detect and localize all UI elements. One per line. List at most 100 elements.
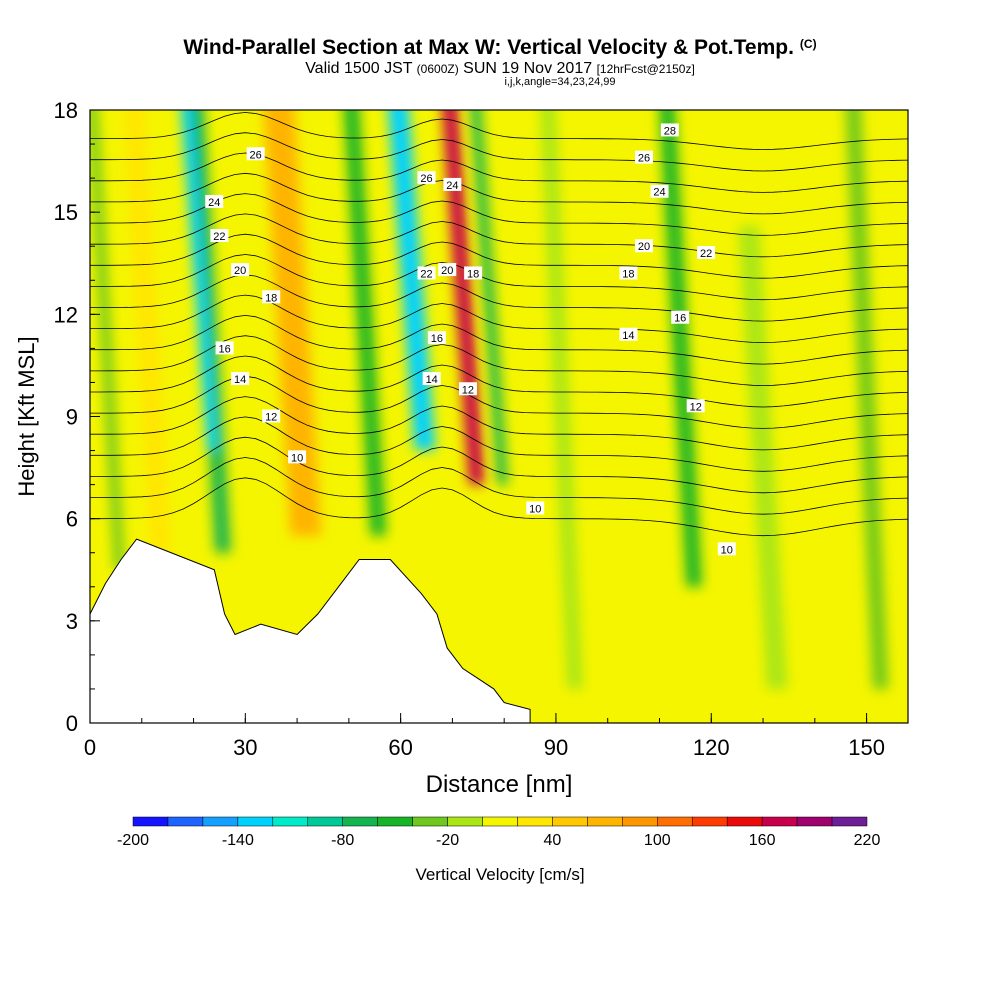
colorbar-swatch-5 [272,816,309,827]
theta-label-box-17 [458,382,477,396]
theta-label-25: 16 [674,313,686,325]
theta-label-box-1 [246,147,265,161]
velocity-band-10 [540,110,583,689]
theta-label-box-26 [619,327,638,341]
y-tick-label-12: 12 [54,302,78,327]
theta-label-8: 12 [265,412,277,424]
colorbar-swatch-7 [342,816,378,827]
theta-label-box-10 [417,171,436,185]
colorbar-swatch-1 [132,816,169,827]
velocity-band-5 [263,110,322,536]
x-tick-label-120: 120 [693,735,730,760]
y-axis-label: Height [Kft MSL] [14,336,39,496]
velocity-band-6 [343,110,387,536]
theta-contour-15 [90,375,908,429]
theta-contour-13 [90,416,908,472]
theta-contour-16 [90,355,908,408]
theta-label-18: 10 [529,503,541,515]
velocity-band-1 [90,110,125,570]
theta-label-3: 22 [213,231,225,243]
valid-utc: (0600Z) [416,62,459,76]
colorbar-swatch-19 [761,816,798,827]
colorbar-swatch-4 [237,816,274,827]
grid-indices: i,j,k,angle=34,23,24,99 [504,76,616,88]
theta-contour-25 [90,172,908,215]
theta-contour-18 [90,314,908,365]
theta-label-22: 20 [638,241,650,253]
theta-label-box-15 [427,331,446,345]
theta-label-box-16 [422,372,441,386]
theta-label-11: 24 [446,180,458,192]
velocity-band-2 [123,110,172,553]
x-tick-label-90: 90 [544,735,568,760]
theta-label-7: 14 [234,374,246,386]
theta-contour-21 [90,254,908,301]
theta-label-23: 22 [700,248,712,260]
theta-label-box-5 [262,290,281,304]
plot-area: 26 24 22 20 18 16 14 12 10 26 24 22 20 18 16 14 12 10 28 26… [90,110,908,723]
colorbar-tick-label-3: -80 [331,832,354,849]
theta-label-box-14 [464,266,483,280]
colorbar-tick-label-6: 100 [644,832,671,849]
valid-time: Valid 1500 JST [305,60,413,77]
theta-contour-24 [90,193,908,236]
theta-label-box-23 [697,246,716,260]
theta-label-box-20 [634,150,653,164]
y-tick-label-18: 18 [54,98,78,123]
colorbar-tick-label-4: -20 [436,832,459,849]
colorbar-swatch-9 [412,816,448,827]
theta-label-28: 10 [721,544,733,556]
theta-label-12: 22 [420,268,432,280]
theta-label-box-6 [215,341,234,355]
theta-contour-14 [90,396,908,451]
colorbar-tick-label-1: -200 [117,832,149,849]
theta-label-box-21 [650,184,669,198]
chart-title: Wind-Parallel Section at Max W: Vertical… [0,36,1000,60]
theta-contour-12 [90,436,908,494]
theta-label-16: 14 [426,374,438,386]
colorbar-swatch-3 [202,816,239,827]
y-tick-label-3: 3 [66,609,78,634]
theta-label-box-8 [262,409,281,423]
x-tick-label-0: 0 [84,735,96,760]
theta-contour-11 [90,457,908,515]
colorbar-swatch-10 [447,816,483,827]
velocity-band-11 [659,110,702,587]
theta-label-17: 12 [462,384,474,396]
colorbar-swatch-6 [307,816,343,827]
y-tick-label-6: 6 [66,507,78,532]
velocity-band-4 [181,110,218,451]
theta-contour-17 [90,335,908,386]
colorbar-swatch-13 [552,816,588,827]
theta-contour-28 [90,112,908,150]
axes: 0 30 60 90 120 150 0 3 6 9 12 15 18 Distance [nm] Heig… [14,98,909,798]
theta-contour-19 [90,294,908,344]
theta-label-box-19 [660,123,679,137]
theta-contour-26 [90,152,908,193]
theta-label-5: 18 [265,292,277,304]
colorbar-swatch-11 [482,816,518,827]
colorbar-swatch-17 [691,816,728,827]
theta-contour-20 [90,274,908,322]
theta-label-10: 26 [420,173,432,185]
theta-label-box-28 [717,542,736,556]
colorbar-swatch-2 [167,816,204,827]
theta-label-box-25 [671,310,690,324]
theta-label-21: 24 [653,187,665,199]
theta-label-1: 26 [250,149,262,161]
velocity-band-7 [388,110,436,451]
velocity-band-13 [845,110,889,689]
theta-contour-27 [90,132,908,172]
theta-label-box-18 [526,501,545,515]
theta-label-box-2 [205,194,224,208]
theta-label-6: 16 [218,343,230,355]
theta-label-19: 28 [664,125,676,137]
theta-contours [90,112,908,537]
chart-subtitle: Valid 1500 JST (0600Z) SUN 19 Nov 2017 [… [0,60,1000,78]
chart-title-text: Wind-Parallel Section at Max W: Vertical… [183,36,794,59]
colorbar-swatch-16 [657,816,693,827]
colorbar-swatch-14 [587,816,623,827]
theta-labels: 26 24 22 20 18 16 14 12 10 26 24 22 20 18 16 14 12 10 28 26… [205,123,736,556]
velocity-band-9 [470,110,508,485]
